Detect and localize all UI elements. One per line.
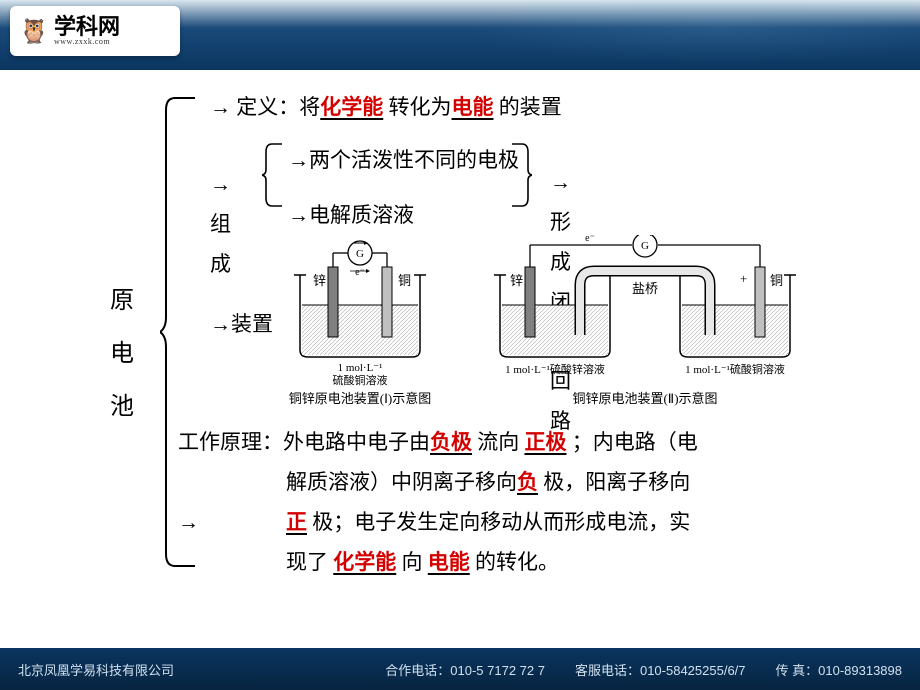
def-pre: 定义：将 <box>236 95 320 119</box>
device-label-row: →装置 <box>210 305 273 345</box>
arrow-icon: → <box>550 163 571 203</box>
fill-chem-energy: 化学能 <box>333 550 396 574</box>
svg-text:G: G <box>356 248 364 260</box>
fill-elec-energy: 电能 <box>428 550 470 574</box>
fill-neg-ion: 负 <box>517 470 538 494</box>
svg-text:盐桥: 盐桥 <box>632 281 658 296</box>
principle-line-2: 解质溶液）中阴离子移向负 极，阳离子移向 <box>178 463 818 503</box>
svg-text:铜锌原电池装置(Ⅰ)示意图: 铜锌原电池装置(Ⅰ)示意图 <box>289 391 432 406</box>
arrow-icon: → <box>210 165 231 205</box>
svg-text:锌: 锌 <box>510 273 523 288</box>
svg-text:e⁻: e⁻ <box>585 235 595 244</box>
arrow-icon: → <box>288 188 309 243</box>
arrow-icon: → <box>288 133 309 188</box>
bracket-right-icon <box>510 140 532 210</box>
content-area: 原 电 池 → 定义：将化学能 转化为电能 的装置 →组成 →两个活泼性不同的电… <box>0 80 920 648</box>
svg-text:+: + <box>740 271 747 286</box>
fill-negative: 负极 <box>430 430 472 454</box>
def-post: 的装置 <box>494 95 562 119</box>
arrow-icon: → <box>178 503 199 543</box>
svg-text:1 mol·L⁻¹: 1 mol·L⁻¹ <box>338 362 383 374</box>
def-fill-1: 化学能 <box>320 95 383 119</box>
main-title-vertical: 原 电 池 <box>110 275 134 433</box>
device-label: 装置 <box>231 312 273 336</box>
footer-company: 北京凤凰学易科技有限公司 <box>18 660 174 679</box>
svg-text:1 mol·L⁻¹硫酸锌溶液: 1 mol·L⁻¹硫酸锌溶液 <box>505 362 605 376</box>
composition-item-1: 两个活泼性不同的电极 <box>309 148 519 172</box>
fill-positive: 正极 <box>525 430 567 454</box>
svg-text:铜: 铜 <box>770 273 783 288</box>
def-mid: 转化为 <box>383 95 451 119</box>
svg-text:e⁻: e⁻ <box>355 267 365 278</box>
footer-tel2: 客服电话：010-58425255/6/7 <box>575 660 746 679</box>
arrow-icon: → <box>210 88 231 128</box>
def-fill-2: 电能 <box>452 95 494 119</box>
footer-fax: 传 真：010-89313898 <box>776 660 902 679</box>
svg-text:1 mol·L⁻¹硫酸铜溶液: 1 mol·L⁻¹硫酸铜溶液 <box>685 362 785 376</box>
fill-pos-ion: 正 <box>286 510 307 534</box>
svg-text:G: G <box>641 240 649 252</box>
principle-line-4: 现了 化学能 向 电能 的转化。 <box>178 543 818 583</box>
composition-label: →组成 <box>210 165 231 285</box>
footer-tel1: 合作电话：010-5 7172 72 7 <box>385 660 545 679</box>
principle-block: 工作原理：外电路中电子由负极 流向 正极 ；内电路（电 解质溶液）中阴离子移向负… <box>178 423 818 583</box>
logo-text-cn: 学科网 <box>54 16 120 38</box>
bracket-left-icon <box>262 140 284 210</box>
arrow-icon: → <box>210 305 231 345</box>
svg-text:硫酸铜溶液: 硫酸铜溶液 <box>333 373 388 387</box>
label-cu: 铜 <box>398 273 411 288</box>
svg-text:铜锌原电池装置(Ⅱ)示意图: 铜锌原电池装置(Ⅱ)示意图 <box>572 391 717 406</box>
logo: 🦉 学科网 www.zxxk.com <box>10 6 180 56</box>
footer-bar: 北京凤凰学易科技有限公司 合作电话：010-5 7172 72 7 客服电话：0… <box>0 648 920 690</box>
principle-line-1: 工作原理：外电路中电子由负极 流向 正极 ；内电路（电 <box>178 423 818 463</box>
logo-text-en: www.zxxk.com <box>54 38 120 46</box>
header-bar: 🦉 学科网 www.zxxk.com <box>0 0 920 70</box>
definition-row: → 定义：将化学能 转化为电能 的装置 <box>210 88 562 128</box>
device-diagrams: 锌 铜 G e⁻ 1 mol·L⁻¹ 硫酸铜溶液 <box>270 235 840 410</box>
owl-icon: 🦉 <box>18 15 50 47</box>
galvanic-cell-diagram: 锌 铜 G e⁻ 1 mol·L⁻¹ 硫酸铜溶液 <box>270 235 840 410</box>
label-zn: 锌 <box>313 273 326 288</box>
composition-items: →两个活泼性不同的电极 →电解质溶液 <box>288 133 548 242</box>
principle-line-3: → 正 极；电子发生定向移动从而形成电流，实 <box>178 503 818 543</box>
composition-item-2: 电解质溶液 <box>309 203 414 227</box>
slide: 🦉 学科网 www.zxxk.com 原 电 池 → 定义：将化学能 转化为电能… <box>0 0 920 690</box>
